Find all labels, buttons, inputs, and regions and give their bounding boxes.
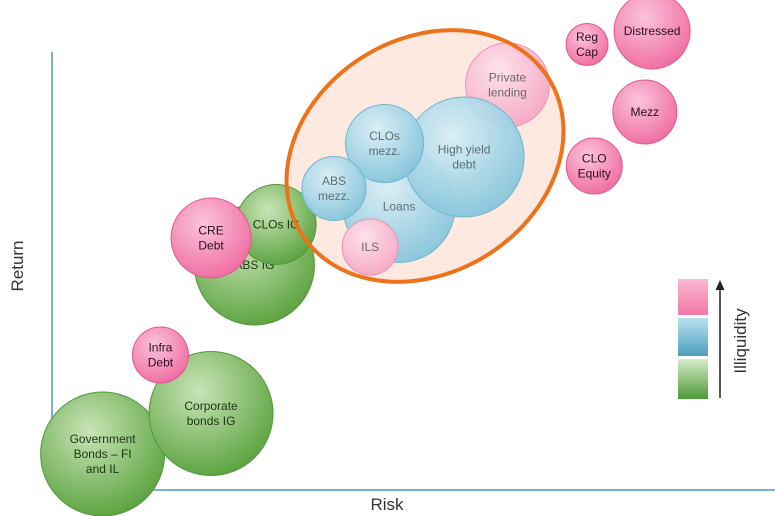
bubble-high-yield-debt: High yield debt — [403, 96, 525, 218]
bubble-reg-cap: Reg Cap — [565, 23, 609, 66]
bubble-label: Loans — [383, 200, 416, 214]
bubble-mark — [148, 351, 274, 476]
bubble-label: Mezz — [631, 105, 660, 119]
arrow-up-icon — [715, 280, 725, 290]
bubble-mark — [565, 23, 609, 66]
bubble-clos-mezz: CLOs mezz. — [345, 104, 425, 183]
bubble-clo-equity: CLO Equity — [565, 137, 623, 195]
bubble-label: CLOs IG — [253, 218, 300, 232]
bubble-label: ILS — [361, 240, 379, 254]
bubble-government-bonds-fi-and-il: Government Bonds – FI and IL — [40, 391, 166, 516]
bubble-mark — [341, 218, 399, 276]
y-axis-title: Return — [8, 240, 27, 291]
highlight-ellipse-outline — [284, 28, 566, 284]
x-axis-title: Risk — [370, 495, 404, 514]
bubble-label: CLOs mezz. — [369, 129, 401, 158]
bubble-series: Government Bonds – FI and IL Corporate bonds… — [40, 0, 691, 516]
bubble-corporate-bonds-ig: Corporate bonds IG — [148, 351, 274, 476]
bubble-distressed: Distressed — [613, 0, 691, 70]
bubble-mark — [613, 0, 691, 70]
bubble-mark — [565, 137, 623, 195]
bubble-ils: ILS — [341, 218, 399, 276]
legend-pink-swatch — [678, 279, 708, 315]
illiquidity-legend: Illiquidity — [678, 279, 750, 399]
bubble-mark — [170, 197, 252, 279]
bubble-mark — [345, 104, 425, 183]
bubble-label: Corporate bonds IG — [184, 399, 238, 428]
bubble-label: Infra Debt — [148, 341, 174, 370]
bubble-cre-debt: CRE Debt — [170, 197, 252, 279]
bubble-mezz: Mezz — [612, 79, 678, 145]
bubble-mark — [301, 156, 367, 221]
bubble-label: Distressed — [624, 24, 681, 38]
bubble-label: High yield debt — [438, 143, 491, 172]
highlight-ellipse-outline-layer — [284, 28, 566, 284]
legend-label: Illiquidity — [731, 308, 750, 374]
bubble-label: CRE Debt — [198, 224, 224, 253]
bubble-mark — [612, 79, 678, 145]
legend-green-swatch — [678, 359, 708, 399]
legend-blue-swatch — [678, 318, 708, 356]
bubble-label: Reg Cap — [576, 30, 598, 59]
bubble-label: CLO Equity — [578, 152, 611, 181]
bubble-mark — [131, 326, 189, 384]
bubble-label: Private lending — [488, 71, 527, 100]
bubble-infra-debt: Infra Debt — [131, 326, 189, 384]
bubble-abs-mezz: ABS mezz. — [301, 156, 367, 221]
bubble-label: ABS mezz. — [318, 174, 350, 203]
bubble-label: Government Bonds – FI and IL — [70, 432, 137, 476]
axes — [51, 52, 775, 491]
